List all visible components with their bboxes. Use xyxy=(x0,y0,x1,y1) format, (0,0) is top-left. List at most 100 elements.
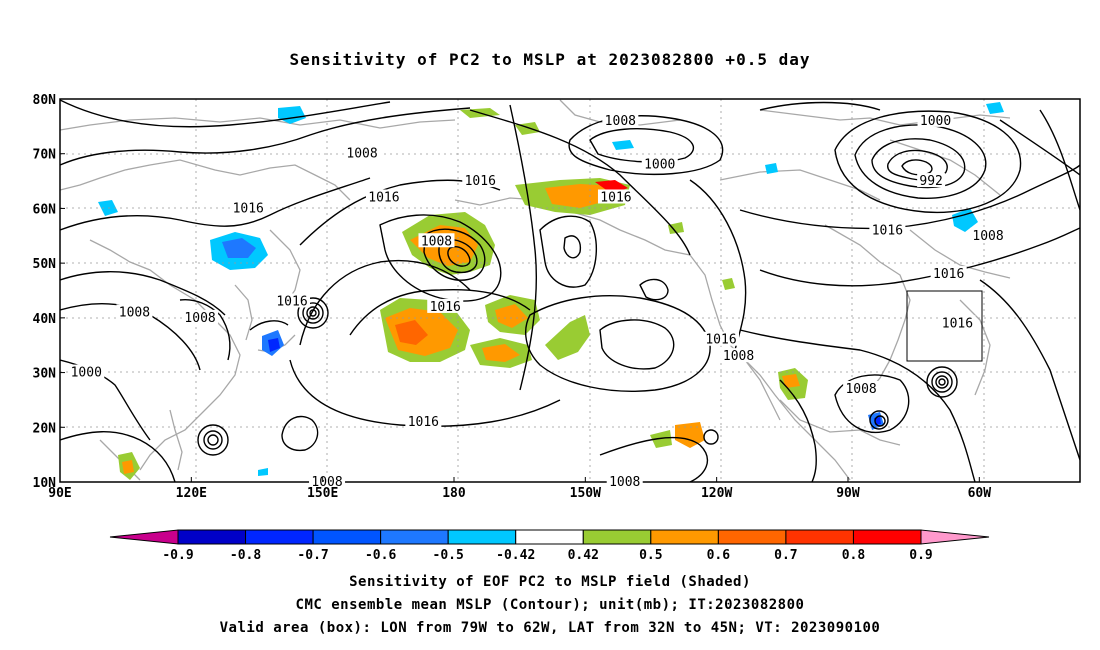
lat-label: 10N xyxy=(33,476,57,491)
map-title: Sensitivity of PC2 to MSLP at 2023082800… xyxy=(289,50,811,69)
colorbar-swatch xyxy=(852,529,922,545)
colorbar-label: -0.7 xyxy=(297,548,328,563)
contour-label: 1008 xyxy=(609,475,640,490)
contour-label: 1008 xyxy=(605,114,636,129)
colorbar-label: -0.9 xyxy=(162,548,193,563)
contour-label-bg xyxy=(641,156,678,171)
latitude-axis: 80N 70N 60N 50N 40N 30N 20N 10N xyxy=(33,93,65,491)
contour-label-bg xyxy=(418,233,455,248)
contour-label: 1016 xyxy=(933,267,964,282)
contour-label-bg xyxy=(344,145,381,160)
sensitivity-shading xyxy=(98,102,1004,480)
contour-label-bg xyxy=(68,364,105,379)
lat-label: 50N xyxy=(33,257,57,272)
contour-label-bg xyxy=(230,200,267,215)
contour-label-bg xyxy=(939,315,976,330)
colorbar-swatch xyxy=(380,529,449,545)
lat-lon-grid xyxy=(60,99,1080,482)
colorbar-high-extend xyxy=(920,529,990,545)
contour-label: 992 xyxy=(919,174,942,189)
coastlines xyxy=(60,99,1011,481)
contour-label-bg xyxy=(182,309,219,324)
contour-label-bg xyxy=(869,222,906,237)
colorbar-label: -0.8 xyxy=(230,548,261,563)
footer-line-1: Sensitivity of EOF PC2 to MSLP field (Sh… xyxy=(349,574,751,590)
colorbar-label: 0.6 xyxy=(707,548,731,563)
contour-label-bg xyxy=(427,298,464,313)
contour-label-bg xyxy=(606,474,643,488)
contour-label-bg xyxy=(917,112,954,127)
contour-label-bg xyxy=(843,380,880,395)
lon-label: 150W xyxy=(570,486,601,501)
contour-label: 1016 xyxy=(408,415,439,430)
contour-label-bg xyxy=(597,189,634,204)
lat-label: 20N xyxy=(33,421,57,436)
contour-label: 1016 xyxy=(430,300,461,315)
footer-line-3: Valid area (box): LON from 79W to 62W, L… xyxy=(219,620,881,636)
contour-label: 1008 xyxy=(845,382,876,397)
contour-label-bg xyxy=(703,331,740,346)
colorbar-label: 0.5 xyxy=(639,548,662,563)
contour-label-bg xyxy=(274,293,311,308)
contour-label-bg xyxy=(720,348,757,363)
colorbar-labels: -0.9 -0.8 -0.7 -0.6 -0.5 -0.42 0.42 0.5 0.6 0.7 0.… xyxy=(162,548,932,563)
colorbar-swatch xyxy=(717,529,787,545)
contour-label: 1000 xyxy=(71,366,102,381)
lon-label: 90E xyxy=(48,486,71,501)
colorbar-label: -0.5 xyxy=(433,548,464,563)
lat-label: 80N xyxy=(33,93,57,108)
colorbar-swatch xyxy=(785,529,854,545)
contour-label-bg xyxy=(917,173,946,188)
colorbar-label: 0.42 xyxy=(568,548,599,563)
colorbar-swatch xyxy=(515,529,584,545)
contour-label-bg xyxy=(405,413,442,428)
colorbar-swatch xyxy=(245,529,314,545)
lat-label: 70N xyxy=(33,148,57,163)
lon-label: 120E xyxy=(176,486,207,501)
colorbar-label: 0.8 xyxy=(842,548,866,563)
contour-label-bg xyxy=(462,173,499,188)
contour-labels: 1008101610161008101610081000101610009921… xyxy=(68,112,1007,490)
colorbar-swatch xyxy=(447,529,517,545)
contour-label: 1000 xyxy=(644,158,675,173)
contour-label: 1016 xyxy=(465,174,496,189)
mslp-contours xyxy=(60,99,1080,482)
contour-label: 1008 xyxy=(119,305,150,320)
lon-label: 90W xyxy=(836,486,860,501)
contour-label: 1008 xyxy=(184,311,215,326)
contour-label: 1016 xyxy=(600,190,631,205)
valid-area-box xyxy=(906,290,983,362)
colorbar-label: -0.6 xyxy=(365,548,396,563)
contour-label: 1008 xyxy=(972,229,1003,244)
contour-label-bg xyxy=(116,304,153,319)
contour-label: 1016 xyxy=(233,201,264,216)
lat-label: 30N xyxy=(33,367,57,382)
colorbar-label: -0.42 xyxy=(496,548,535,563)
lat-label: 40N xyxy=(33,312,57,327)
contour-label: 1016 xyxy=(368,190,399,205)
contour-label-bg xyxy=(602,112,639,127)
colorbar xyxy=(109,529,990,545)
contour-label: 1016 xyxy=(872,223,903,238)
lon-label: 120W xyxy=(701,486,732,501)
contour-label: 1008 xyxy=(311,475,342,490)
plot-frame xyxy=(59,98,1081,483)
contour-label: 1008 xyxy=(421,234,452,249)
contour-label-bg xyxy=(970,227,1007,242)
contour-label: 1008 xyxy=(346,147,377,162)
contour-label-bg xyxy=(930,266,967,281)
lon-label: 60W xyxy=(968,486,992,501)
contour-label: 1008 xyxy=(723,349,754,364)
lon-label: 150E xyxy=(307,486,338,501)
contour-label: 1000 xyxy=(920,114,951,129)
contour-label: 1016 xyxy=(705,333,736,348)
colorbar-label: 0.7 xyxy=(774,548,797,563)
footer-line-2: CMC ensemble mean MSLP (Contour); unit(m… xyxy=(295,597,805,613)
contour-label-bg xyxy=(309,474,346,488)
contour-label-bg xyxy=(365,189,402,204)
colorbar-swatch xyxy=(582,529,652,545)
colorbar-swatch xyxy=(650,529,719,545)
contour-label: 1016 xyxy=(276,294,307,309)
lat-label: 60N xyxy=(33,202,57,217)
